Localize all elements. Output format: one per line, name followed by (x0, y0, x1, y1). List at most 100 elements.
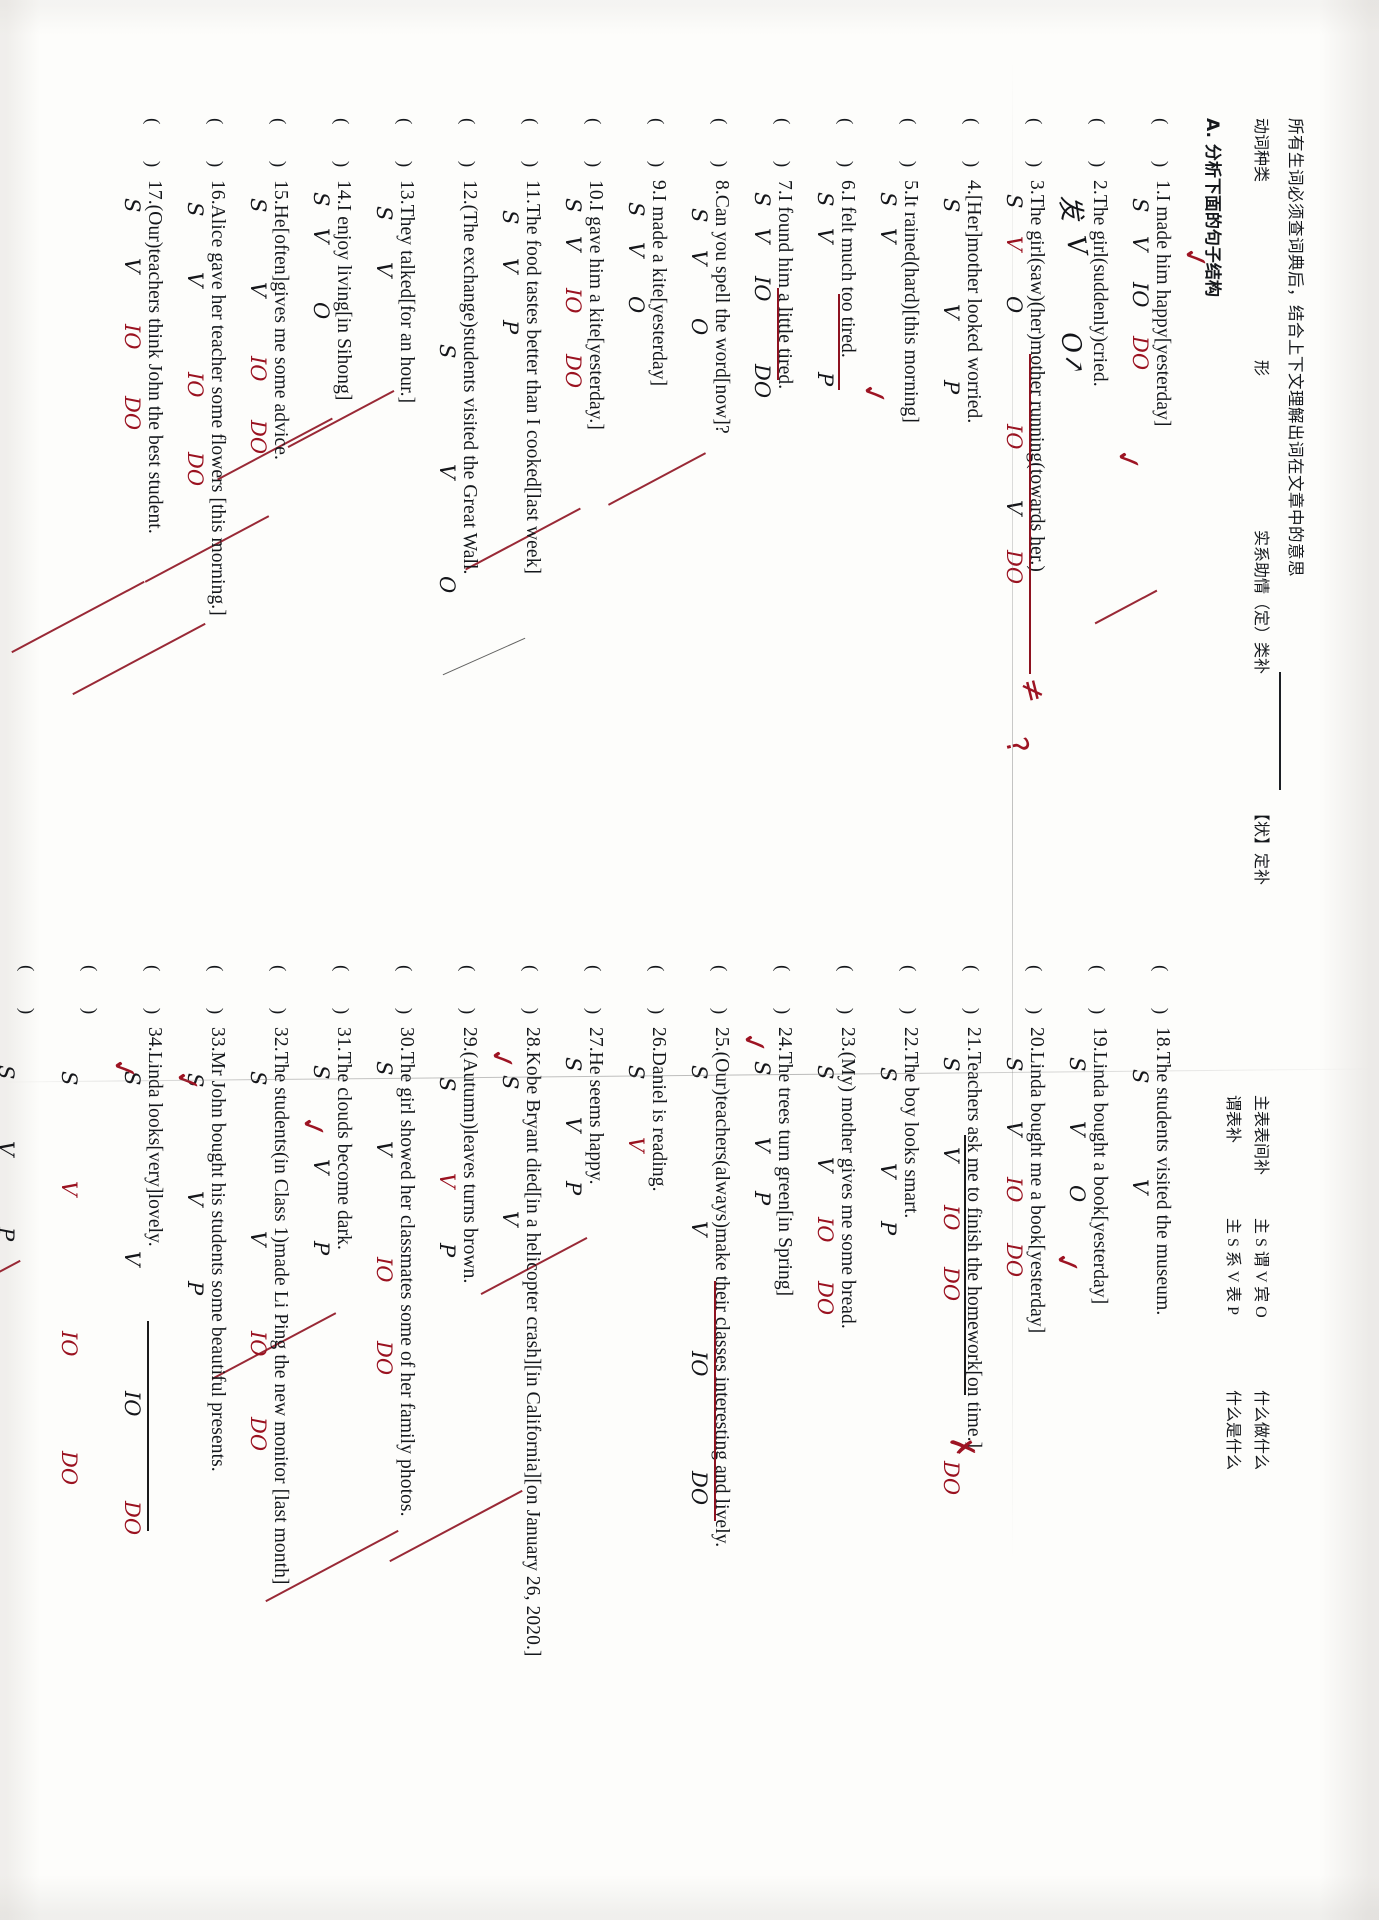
mark-v: V (812, 1157, 837, 1173)
question-row[interactable]: ( ) 8.Can you spell the word[now]? S V O (607, 118, 738, 948)
question-text: 20.Linda bought me a book[yesterday] (1025, 1027, 1047, 1334)
question-row[interactable]: ( ) 7.I found him a little tired. S V IO… (738, 118, 801, 948)
answer-blank[interactable]: ( ) (834, 965, 856, 1024)
question-row[interactable]: ( ) 27.He seems happy. S V P (480, 965, 612, 1805)
answer-blank[interactable]: ( ) (960, 118, 982, 177)
answer-blank[interactable]: ( ) (708, 118, 730, 177)
question-text: 28.Kobe Bryant died[in a helicopter cras… (521, 1027, 543, 1657)
question-row[interactable]: ( ) 13.They talked[for an hour.] S V (287, 118, 423, 948)
mark-s: S (938, 198, 963, 213)
mark-p: P (812, 372, 837, 387)
mark-v: V (56, 1181, 81, 1197)
mark-s: S (749, 1061, 774, 1076)
question-row[interactable]: ( ) 9.I made a kite[yesterday] S V O (612, 118, 675, 948)
question-row[interactable]: ( ) 26.Daniel is reading. S V (612, 965, 675, 1805)
answer-blank[interactable]: ( ) (960, 965, 982, 1024)
answer-blank[interactable]: ( ) (645, 118, 667, 177)
answer-blank[interactable]: ( ) (267, 965, 289, 1024)
question-row[interactable]: ( ) 1.I made him happy[yesterday] S V IO… (1094, 118, 1214, 948)
question-text: 10.I gave him a kite[yesterday.] (584, 180, 606, 430)
answer-blank[interactable]: ( ) (204, 965, 226, 1024)
answer-blank[interactable]: ( ) (1086, 118, 1108, 177)
question-row[interactable]: ( ) 22.The boy looks smart. S V P (864, 965, 927, 1805)
answer-blank[interactable]: ( ) (582, 965, 604, 1024)
answer-blank[interactable]: ( ) (141, 965, 163, 1024)
mark-v: V (875, 228, 900, 244)
question-row[interactable]: ( ) 30.The girl showed her classmates so… (264, 965, 423, 1805)
answer-blank[interactable]: ( ) (1086, 965, 1108, 1024)
question-text: 9.I made a kite[yesterday] (647, 180, 669, 387)
question-row[interactable]: ( ) 15.He[often]gives me some advice. S … (144, 118, 297, 948)
question-row[interactable]: ( ) 12.(The exchange)students visited th… (423, 118, 486, 948)
mark-v: V (497, 1211, 522, 1227)
question-text: 16.Alice gave her teacher some flowers [… (206, 180, 228, 616)
answer-blank[interactable]: ( ) (393, 965, 415, 1024)
mark-v: V (182, 272, 207, 288)
question-row[interactable]: ( ) 18.The students visited the museum. … (1116, 965, 1179, 1805)
question-row[interactable]: ( ) S V P (0, 965, 45, 1805)
answer-blank[interactable]: ( ) (645, 965, 667, 1024)
teacher-correction: ≠ (1011, 674, 1053, 707)
mark-s: S (686, 1065, 711, 1080)
answer-blank[interactable]: ( ) (519, 118, 541, 177)
answer-blank[interactable]: ( ) (330, 118, 352, 177)
question-row[interactable]: ( ) 28.Kobe Bryant died[in a helicopter … (388, 965, 549, 1805)
question-row[interactable]: ( ) 34.Linda looks[very]lovely. S V IO D… (108, 965, 207, 1805)
answer-blank[interactable]: ( ) (897, 118, 919, 177)
answer-blank[interactable]: ( ) (771, 118, 793, 177)
mark-v: V (0, 1141, 18, 1156)
question-row[interactable]: ( ) 20.Linda bought me a book[yesterday]… (990, 965, 1087, 1805)
question-row[interactable]: ( ) 2.The girl(suddenly)cried. 发 V O↗ ✓ (1053, 118, 1147, 948)
answer-blank[interactable]: ( ) (15, 965, 37, 1024)
question-row[interactable]: ( ) 19.Linda bought a book[yesterday] S … (1053, 965, 1116, 1805)
mark-io: IO (371, 1257, 396, 1283)
question-row[interactable]: ( ) 21.Teachers ask me to finish the hom… (927, 965, 990, 1805)
mark-do: DO (938, 1267, 963, 1302)
answer-blank[interactable]: ( ) (1149, 965, 1171, 1024)
mark-s: S (119, 198, 144, 213)
mark-s: S (560, 1057, 585, 1072)
answer-blank[interactable]: ( ) (78, 965, 100, 1024)
answer-blank[interactable]: ( ) (834, 118, 856, 177)
mark-s: S (875, 192, 900, 207)
answer-blank[interactable]: ( ) (897, 965, 919, 1024)
answer-blank[interactable]: ( ) (582, 118, 604, 177)
question-row[interactable]: ( ) 24.The trees turn green[in Spring] S… (738, 965, 801, 1805)
answer-blank[interactable]: ( ) (1023, 118, 1045, 177)
question-row[interactable]: ( ) 14.I enjoy living[in Sihong] S V O (216, 118, 360, 948)
question-row[interactable]: ( ) 29.(Autumn)leaves turns brown. S V P… (423, 965, 522, 1805)
question-row[interactable]: ( ) S V IO DO ✓ (45, 965, 144, 1805)
answer-blank[interactable]: ( ) (1149, 118, 1171, 177)
answer-blank[interactable]: ( ) (456, 118, 478, 177)
answer-blank[interactable]: ( ) (330, 965, 352, 1024)
answer-blank[interactable]: ( ) (771, 965, 793, 1024)
question-row[interactable]: ( ) 6.I felt much too tired. S V P ✓ (801, 118, 894, 948)
question-row[interactable]: ( ) 32.The students(in Class 1)made Li P… (234, 965, 333, 1805)
question-row[interactable]: ( ) 3.The girl(saw)(her)mother running(t… (990, 118, 1053, 948)
answer-blank[interactable]: ( ) (204, 118, 226, 177)
answer-blank[interactable]: ( ) (141, 118, 163, 177)
question-row[interactable]: ( ) 33.Mr John bought his students some … (171, 965, 234, 1805)
question-text: 24.The trees turn green[in Spring] (773, 1027, 795, 1297)
answer-blank[interactable]: ( ) (393, 118, 415, 177)
question-row[interactable]: ( ) 23.(My) mother gives me some bread. … (801, 965, 864, 1805)
mark-s: S (686, 208, 711, 223)
answer-blank[interactable]: ( ) (267, 118, 289, 177)
teacher-swoosh (0, 1259, 21, 1333)
question-row[interactable]: ( ) 5.It rained(hard)[this morning] S V (864, 118, 927, 948)
answer-blank[interactable]: ( ) (708, 965, 730, 1024)
mark-s: S (371, 1061, 396, 1076)
mark-o: O (1064, 1185, 1089, 1203)
question-text: 11.The food tastes better than I cooked[… (521, 180, 543, 575)
question-row[interactable]: ( ) 4.[Her]mother looked worried. S V P (927, 118, 990, 948)
question-row[interactable]: ( ) 25.(Our)teachers(always)make their c… (675, 965, 774, 1805)
question-row[interactable]: ( ) 17.(Our)teachers think John the best… (10, 118, 171, 948)
answer-blank[interactable]: ( ) (1023, 965, 1045, 1024)
answer-blank[interactable]: ( ) (519, 965, 541, 1024)
answer-blank[interactable]: ( ) (456, 965, 478, 1024)
question-row[interactable]: ( ) 31.The clouds become dark. S V P (211, 965, 360, 1805)
question-row[interactable]: ( ) 11.The food tastes better than I coo… (442, 118, 549, 948)
mark-s: S (623, 202, 648, 217)
question-row[interactable]: ( ) 10.I gave him a kite[yesterday.] S V… (464, 118, 612, 948)
question-row[interactable]: ( ) 16.Alice gave her teacher some flowe… (71, 118, 234, 948)
